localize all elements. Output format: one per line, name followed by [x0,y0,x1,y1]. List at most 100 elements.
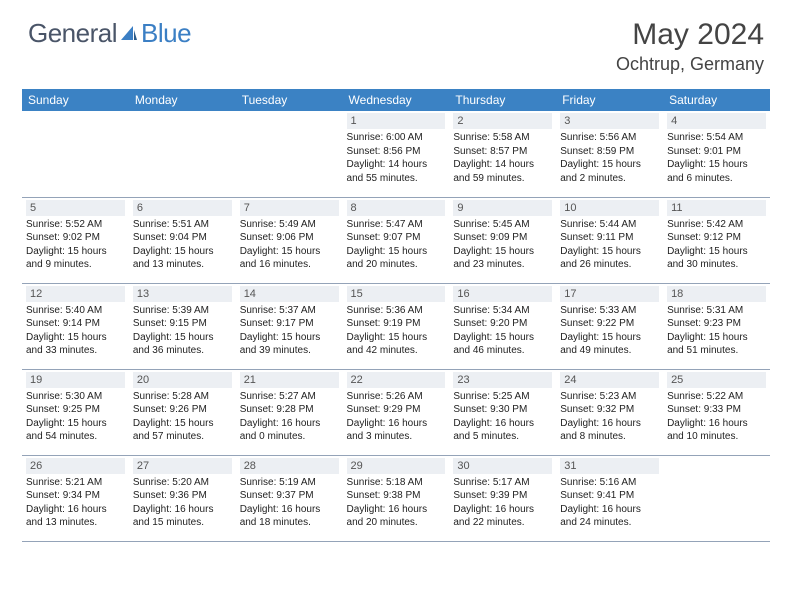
day-number: 15 [347,286,446,302]
sunset-text: Sunset: 9:06 PM [240,231,339,245]
month-title: May 2024 [616,18,764,52]
day-info: Sunrise: 5:39 AMSunset: 9:15 PMDaylight:… [133,304,232,358]
sunrise-text: Sunrise: 5:22 AM [667,390,766,404]
day-info: Sunrise: 5:31 AMSunset: 9:23 PMDaylight:… [667,304,766,358]
sunset-text: Sunset: 9:22 PM [560,317,659,331]
sunset-text: Sunset: 8:56 PM [347,145,446,159]
sunrise-text: Sunrise: 5:36 AM [347,304,446,318]
sunrise-text: Sunrise: 5:18 AM [347,476,446,490]
day-number: 19 [26,372,125,388]
daylight-text: Daylight: 15 hours and 51 minutes. [667,331,766,358]
day-number: 31 [560,458,659,474]
day-info: Sunrise: 5:36 AMSunset: 9:19 PMDaylight:… [347,304,446,358]
sunset-text: Sunset: 9:36 PM [133,489,232,503]
day-number: 2 [453,113,552,129]
sunset-text: Sunset: 9:30 PM [453,403,552,417]
sunrise-text: Sunrise: 5:20 AM [133,476,232,490]
calendar-cell: 6Sunrise: 5:51 AMSunset: 9:04 PMDaylight… [129,197,236,283]
calendar-cell: 30 Sunrise: 5:17 AMSunset: 9:39 PMDayligh… [449,455,556,541]
day-number: 7 [240,200,339,216]
day-number: 29 [347,458,446,474]
sunrise-text: Sunrise: 5:47 AM [347,218,446,232]
calendar-cell: . [236,111,343,197]
day-header-tue: Tuesday [236,89,343,111]
daylight-text: Daylight: 16 hours and 20 minutes. [347,503,446,530]
sunset-text: Sunset: 8:59 PM [560,145,659,159]
day-number: 10 [560,200,659,216]
location-label: Ochtrup, Germany [616,54,764,75]
sunrise-text: Sunrise: 5:17 AM [453,476,552,490]
calendar-cell: 22 Sunrise: 5:26 AMSunset: 9:29 PMDayligh… [343,369,450,455]
day-info: Sunrise: 5:22 AMSunset: 9:33 PMDaylight:… [667,390,766,444]
day-number: 9 [453,200,552,216]
sunset-text: Sunset: 9:02 PM [26,231,125,245]
sunrise-text: Sunrise: 5:51 AM [133,218,232,232]
day-number: 18 [667,286,766,302]
calendar-cell: 3Sunrise: 5:56 AMSunset: 8:59 PMDaylight… [556,111,663,197]
day-info: Sunrise: 5:27 AMSunset: 9:28 PMDaylight:… [240,390,339,444]
day-info: Sunrise: 5:26 AMSunset: 9:29 PMDaylight:… [347,390,446,444]
sunrise-text: Sunrise: 5:54 AM [667,131,766,145]
sunset-text: Sunset: 9:15 PM [133,317,232,331]
sunrise-text: Sunrise: 5:26 AM [347,390,446,404]
sunset-text: Sunset: 9:38 PM [347,489,446,503]
day-number: 11 [667,200,766,216]
daylight-text: Daylight: 16 hours and 22 minutes. [453,503,552,530]
sunset-text: Sunset: 9:19 PM [347,317,446,331]
day-number: 26 [26,458,125,474]
calendar-cell: 13Sunrise: 5:39 AMSunset: 9:15 PMDayligh… [129,283,236,369]
calendar-cell: 23Sunrise: 5:25 AMSunset: 9:30 PMDayligh… [449,369,556,455]
sunrise-text: Sunrise: 5:58 AM [453,131,552,145]
calendar-cell: 8 Sunrise: 5:47 AMSunset: 9:07 PMDaylight… [343,197,450,283]
daylight-text: Daylight: 15 hours and 13 minutes. [133,245,232,272]
sunrise-text: Sunrise: 5:25 AM [453,390,552,404]
daylight-text: Daylight: 15 hours and 49 minutes. [560,331,659,358]
calendar-cell: 31Sunrise: 5:16 AMSunset: 9:41 PMDayligh… [556,455,663,541]
day-info: Sunrise: 5:37 AMSunset: 9:17 PMDaylight:… [240,304,339,358]
day-info: Sunrise: 5:44 AMSunset: 9:11 PMDaylight:… [560,218,659,272]
daylight-text: Daylight: 15 hours and 2 minutes. [560,158,659,185]
sunrise-text: Sunrise: 5:19 AM [240,476,339,490]
day-number: 8 [347,200,446,216]
calendar-cell: 26Sunrise: 5:21 AMSunset: 9:34 PMDayligh… [22,455,129,541]
calendar-cell: 12Sunrise: 5:40 AMSunset: 9:14 PMDayligh… [22,283,129,369]
day-number: 21 [240,372,339,388]
sunrise-text: Sunrise: 5:44 AM [560,218,659,232]
daylight-text: Daylight: 15 hours and 9 minutes. [26,245,125,272]
daylight-text: Daylight: 15 hours and 20 minutes. [347,245,446,272]
calendar-cell: 17 Sunrise: 5:33 AMSunset: 9:22 PMDayligh… [556,283,663,369]
sunset-text: Sunset: 9:32 PM [560,403,659,417]
day-info: Sunrise: 6:00 AMSunset: 8:56 PMDaylight:… [347,131,446,185]
day-number: 22 [347,372,446,388]
calendar-cell: 1Sunrise: 6:00 AMSunset: 8:56 PMDaylight… [343,111,450,197]
day-info: Sunrise: 5:33 AMSunset: 9:22 PMDaylight:… [560,304,659,358]
calendar-cell: 5Sunrise: 5:52 AMSunset: 9:02 PMDaylight… [22,197,129,283]
daylight-text: Daylight: 15 hours and 54 minutes. [26,417,125,444]
sunset-text: Sunset: 9:39 PM [453,489,552,503]
sunset-text: Sunset: 9:07 PM [347,231,446,245]
day-number: 17 [560,286,659,302]
sunset-text: Sunset: 9:12 PM [667,231,766,245]
sunrise-text: Sunrise: 5:31 AM [667,304,766,318]
sunrise-text: Sunrise: 5:28 AM [133,390,232,404]
daylight-text: Daylight: 16 hours and 3 minutes. [347,417,446,444]
calendar-body: ...1Sunrise: 6:00 AMSunset: 8:56 PMDayli… [22,111,770,541]
brand-logo: General Blue [28,18,191,49]
calendar-row: 12Sunrise: 5:40 AMSunset: 9:14 PMDayligh… [22,283,770,369]
daylight-text: Daylight: 16 hours and 18 minutes. [240,503,339,530]
day-info: Sunrise: 5:58 AMSunset: 8:57 PMDaylight:… [453,131,552,185]
day-number: 30 [453,458,552,474]
day-header-wed: Wednesday [343,89,450,111]
calendar-cell: 20Sunrise: 5:28 AMSunset: 9:26 PMDayligh… [129,369,236,455]
day-info: Sunrise: 5:40 AMSunset: 9:14 PMDaylight:… [26,304,125,358]
day-info: Sunrise: 5:17 AMSunset: 9:39 PMDaylight:… [453,476,552,530]
sunset-text: Sunset: 9:28 PM [240,403,339,417]
sunrise-text: Sunrise: 5:30 AM [26,390,125,404]
calendar-cell: 24Sunrise: 5:23 AMSunset: 9:32 PMDayligh… [556,369,663,455]
calendar-cell: 19Sunrise: 5:30 AMSunset: 9:25 PMDayligh… [22,369,129,455]
calendar-row: 19Sunrise: 5:30 AMSunset: 9:25 PMDayligh… [22,369,770,455]
calendar-cell: 28Sunrise: 5:19 AMSunset: 9:37 PMDayligh… [236,455,343,541]
sail-icon [119,24,139,44]
day-info: Sunrise: 5:47 AMSunset: 9:07 PMDaylight:… [347,218,446,272]
calendar-cell: 7Sunrise: 5:49 AMSunset: 9:06 PMDaylight… [236,197,343,283]
